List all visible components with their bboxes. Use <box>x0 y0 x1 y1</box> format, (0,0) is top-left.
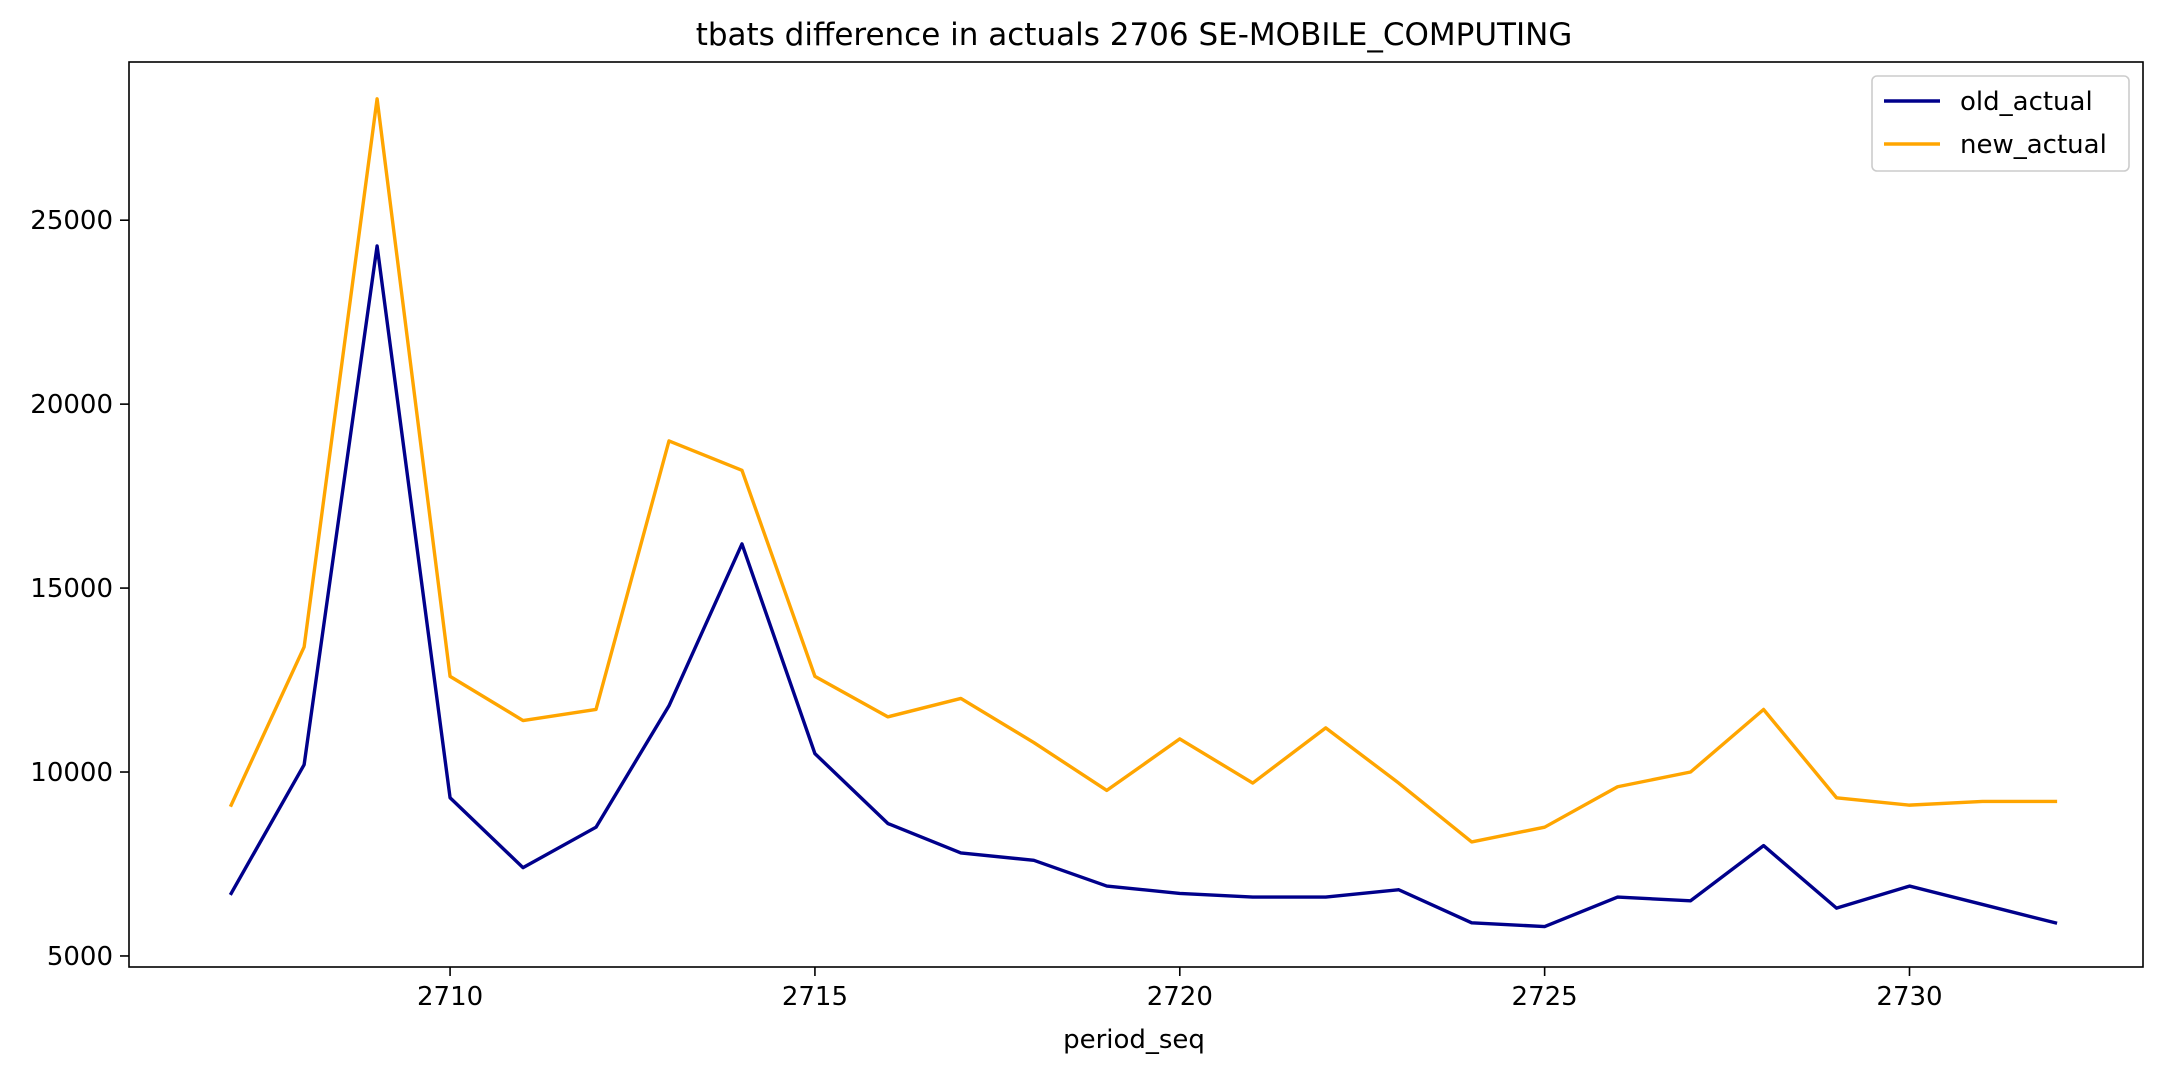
series-line-new_actual <box>228 97 2058 844</box>
y-tick-label: 15000 <box>30 574 113 604</box>
y-tick-label: 25000 <box>30 206 113 236</box>
x-tick-label: 2730 <box>1876 982 1942 1012</box>
legend-label-new_actual: new_actual <box>1960 130 2107 160</box>
y-tick-label: 5000 <box>47 942 113 972</box>
series-lines <box>228 97 2058 929</box>
plot-frame <box>128 61 2144 968</box>
x-tick-label: 2715 <box>782 982 848 1012</box>
legend-label-old_actual: old_actual <box>1960 87 2093 117</box>
y-tick-label: 10000 <box>30 758 113 788</box>
chart-title: tbats difference in actuals 2706 SE-MOBI… <box>696 17 1573 53</box>
y-tick-label: 20000 <box>30 390 113 420</box>
axes: 2710 2715 2720 2725 2730 5000 10000 15000 20000 2… <box>30 61 2144 1012</box>
legend: old_actual new_actual <box>1871 75 2130 172</box>
x-axis-label: period_seq <box>1063 1025 1205 1055</box>
series-line-old_actual <box>228 244 2058 929</box>
x-tick-label: 2720 <box>1147 982 1213 1012</box>
x-tick-label: 2725 <box>1512 982 1578 1012</box>
x-tick-label: 2710 <box>417 982 483 1012</box>
